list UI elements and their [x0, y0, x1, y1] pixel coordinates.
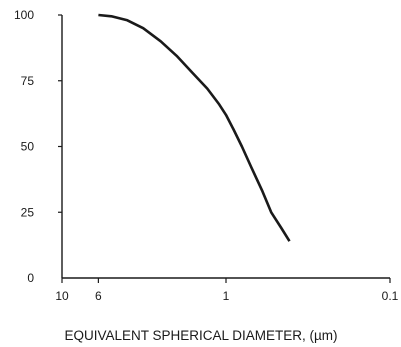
x-tick-label: 0.1 — [382, 289, 399, 303]
y-tick-label: 50 — [21, 140, 35, 154]
y-tick-label: 100 — [14, 8, 34, 22]
y-ticks: 0 25 50 75 100 — [14, 8, 62, 285]
x-tick-label: 1 — [223, 289, 230, 303]
y-tick-label: 0 — [27, 271, 34, 285]
x-ticks: 10 6 1 0.1 — [55, 278, 399, 303]
y-tick-label: 75 — [21, 74, 35, 88]
y-tick-label: 25 — [21, 205, 35, 219]
x-axis: 10 6 1 0.1 — [55, 277, 399, 303]
cumulative-curve — [98, 13, 291, 242]
x-tick-label: 10 — [55, 289, 69, 303]
y-axis: 0 25 50 75 100 — [14, 8, 63, 285]
x-axis-label: EQUIVALENT SPHERICAL DIAMETER, (µm) — [64, 328, 337, 343]
x-tick-label: 6 — [95, 289, 102, 303]
